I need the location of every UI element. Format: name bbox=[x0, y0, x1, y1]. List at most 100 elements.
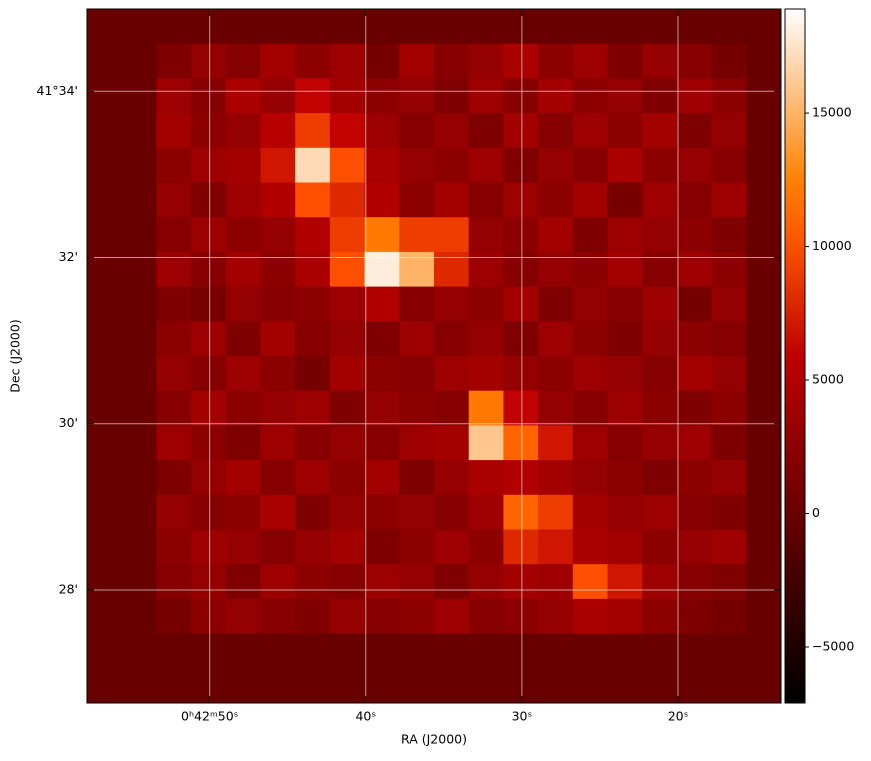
pixel bbox=[538, 598, 574, 635]
pixel bbox=[642, 78, 678, 114]
pixel bbox=[87, 425, 123, 461]
pixel bbox=[156, 598, 192, 635]
pixel bbox=[572, 390, 608, 426]
pixel bbox=[676, 9, 713, 45]
pixel bbox=[225, 356, 261, 392]
pixel bbox=[364, 425, 400, 461]
pixel bbox=[746, 425, 782, 461]
y-tick-label: 30' bbox=[59, 415, 78, 430]
pixel bbox=[295, 529, 331, 565]
pixel bbox=[468, 217, 504, 253]
pixel bbox=[503, 564, 539, 600]
pixel bbox=[225, 390, 261, 426]
pixel bbox=[468, 598, 504, 635]
pixel bbox=[121, 668, 157, 704]
pixel bbox=[642, 494, 678, 530]
pixel bbox=[538, 460, 574, 496]
pixel bbox=[434, 286, 470, 322]
pixel bbox=[121, 460, 157, 496]
pixel bbox=[156, 460, 192, 496]
pixel bbox=[295, 598, 331, 635]
pixel bbox=[399, 390, 435, 426]
pixel bbox=[642, 113, 678, 149]
pixel bbox=[191, 286, 227, 322]
pixel bbox=[607, 425, 643, 461]
pixel bbox=[156, 113, 192, 149]
pixel bbox=[676, 147, 713, 183]
pixel bbox=[225, 147, 261, 183]
pixel bbox=[156, 425, 192, 461]
pixel bbox=[676, 529, 713, 565]
pixel bbox=[295, 43, 331, 79]
pixel bbox=[156, 564, 192, 600]
pixel bbox=[191, 356, 227, 392]
pixel bbox=[225, 9, 261, 45]
pixel bbox=[329, 598, 366, 635]
pixel bbox=[399, 598, 435, 635]
pixel bbox=[87, 113, 123, 149]
pixel bbox=[434, 113, 470, 149]
pixel bbox=[642, 668, 678, 704]
pixel bbox=[121, 564, 157, 600]
pixel bbox=[468, 494, 504, 530]
pixel bbox=[260, 78, 296, 114]
pixel bbox=[225, 598, 261, 635]
pixel bbox=[364, 529, 400, 565]
pixel bbox=[399, 286, 435, 322]
pixel bbox=[191, 217, 227, 253]
pixel bbox=[434, 529, 470, 565]
pixel bbox=[329, 217, 366, 253]
pixel bbox=[468, 564, 504, 600]
pixel bbox=[399, 78, 435, 114]
pixel bbox=[295, 564, 331, 600]
pixel bbox=[746, 182, 782, 218]
colorbar-tick-label: 5000 bbox=[812, 372, 844, 387]
pixel bbox=[468, 286, 504, 322]
pixel bbox=[711, 356, 747, 392]
pixel bbox=[607, 321, 643, 357]
pixel bbox=[295, 78, 331, 114]
pixel bbox=[642, 633, 678, 669]
pixel bbox=[295, 633, 331, 669]
pixel bbox=[121, 9, 157, 45]
pixel bbox=[121, 78, 157, 114]
pixel bbox=[468, 460, 504, 496]
pixel bbox=[225, 217, 261, 253]
pixel bbox=[642, 356, 678, 392]
y-axis-label: Dec (J2000) bbox=[8, 319, 23, 392]
x-tick-label: 0ʰ42ᵐ50ˢ bbox=[181, 709, 238, 724]
pixel bbox=[364, 9, 400, 45]
pixel bbox=[503, 9, 539, 45]
pixel bbox=[260, 529, 296, 565]
pixel bbox=[156, 217, 192, 253]
pixel bbox=[468, 425, 504, 461]
pixel bbox=[295, 390, 331, 426]
pixel bbox=[399, 321, 435, 357]
pixel bbox=[642, 217, 678, 253]
pixel bbox=[468, 668, 504, 704]
pixel bbox=[607, 9, 643, 45]
pixel bbox=[225, 78, 261, 114]
pixel bbox=[503, 286, 539, 322]
pixel bbox=[676, 564, 713, 600]
pixel bbox=[399, 564, 435, 600]
pixel bbox=[121, 182, 157, 218]
x-axis-label: RA (J2000) bbox=[401, 732, 467, 747]
pixel bbox=[434, 425, 470, 461]
pixel bbox=[364, 633, 400, 669]
pixel bbox=[434, 564, 470, 600]
pixel bbox=[746, 633, 782, 669]
pixel bbox=[399, 633, 435, 669]
pixel bbox=[676, 390, 713, 426]
pixel bbox=[399, 356, 435, 392]
pixel bbox=[711, 78, 747, 114]
pixel bbox=[607, 598, 643, 635]
pixel bbox=[434, 598, 470, 635]
pixel bbox=[156, 633, 192, 669]
pixel bbox=[364, 113, 400, 149]
pixel bbox=[399, 217, 435, 253]
plot-frame bbox=[86, 8, 782, 704]
pixel bbox=[468, 182, 504, 218]
pixel bbox=[503, 460, 539, 496]
pixel bbox=[156, 147, 192, 183]
